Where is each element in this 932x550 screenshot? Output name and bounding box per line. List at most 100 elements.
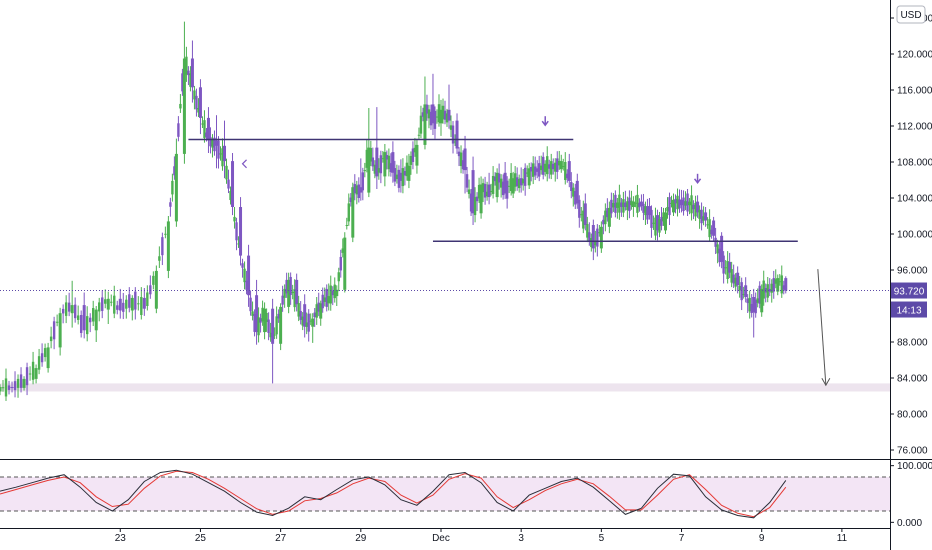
candle (575, 173, 579, 209)
time-axis[interactable]: 23 25 27 29 Dec 3 5 7 9 11 (0, 528, 890, 544)
candle-body (538, 163, 541, 177)
y-tick-label: 88.000 (897, 338, 928, 349)
candle-body (548, 164, 551, 169)
candle (503, 162, 507, 199)
candle-body (489, 191, 493, 193)
candle-body (239, 207, 243, 256)
candle-body (505, 180, 509, 199)
candle-body (267, 319, 270, 333)
candle (4, 368, 8, 401)
candle-body (205, 132, 208, 138)
candle (383, 144, 387, 187)
candle-body (481, 183, 485, 193)
y-tick-label: 120.000 (897, 50, 932, 61)
candle (604, 203, 607, 232)
candle-body (534, 166, 537, 176)
candle (459, 145, 463, 174)
candle (415, 138, 419, 174)
candle (94, 306, 98, 342)
candle-body (275, 316, 278, 335)
currency-label-box[interactable]: USD (896, 5, 926, 24)
candle-body (181, 73, 184, 92)
candle (379, 150, 383, 184)
candle-body (497, 173, 501, 183)
candle (315, 297, 318, 325)
candle-body (25, 367, 29, 386)
candle-body (612, 202, 615, 208)
candle (499, 174, 503, 198)
candle-body (513, 173, 517, 187)
candle (1, 380, 5, 392)
candle (658, 211, 661, 238)
candle-body (283, 288, 286, 298)
candle (253, 309, 256, 337)
y-tick-label: 100.000 (897, 230, 932, 241)
candle (694, 195, 697, 221)
candle (307, 309, 310, 342)
candle (331, 286, 334, 306)
y-tick-label: 80.000 (897, 410, 928, 421)
candle (582, 200, 585, 234)
candle-body (724, 267, 727, 269)
candle-body (467, 189, 471, 194)
candle-body (700, 209, 703, 224)
stochastic-d-line (0, 470, 787, 518)
candle-body (279, 306, 283, 344)
candle (455, 113, 459, 154)
y-tick-label: 84.000 (897, 374, 928, 385)
candle-body (0, 387, 2, 392)
candle (214, 115, 218, 169)
stochastic-pane (0, 469, 890, 519)
candle (610, 192, 613, 218)
candle-body (531, 163, 535, 177)
candle-body (559, 161, 563, 170)
candle (738, 276, 741, 298)
candle (567, 153, 571, 188)
projection-line[interactable] (817, 269, 827, 386)
candle-body (501, 181, 505, 196)
candle (31, 351, 35, 385)
candle-body (670, 202, 673, 204)
candle-body (429, 111, 433, 126)
candle (411, 141, 415, 170)
candle (329, 275, 332, 311)
candle (655, 209, 659, 241)
price-axis[interactable]: 124.000120.000116.000112.000108.000104.0… (890, 14, 932, 457)
candle (407, 153, 411, 189)
candle-body (235, 222, 238, 241)
candle-body (602, 219, 605, 225)
candle (347, 193, 350, 226)
candle (752, 288, 756, 338)
candle-body (644, 206, 647, 216)
candle-body (381, 158, 385, 160)
candle (335, 285, 339, 306)
candle (680, 189, 684, 213)
candle-body (201, 123, 204, 125)
candle (393, 160, 397, 187)
candle (483, 176, 487, 205)
stoch-tick-label: 100.000 (897, 461, 932, 472)
candle-body (125, 299, 128, 309)
candle (166, 216, 170, 279)
candle (261, 300, 264, 326)
candle (542, 152, 545, 180)
candle-body (55, 321, 59, 323)
candle-body (591, 225, 595, 249)
candle-body (146, 292, 149, 306)
candle-body (154, 270, 158, 309)
candle (716, 239, 719, 264)
candle (295, 273, 299, 312)
candle (349, 193, 352, 207)
candle (728, 252, 732, 279)
candle (195, 88, 198, 117)
candle (750, 294, 753, 318)
x-tick-label: 3 (518, 533, 524, 544)
candle-body (89, 317, 92, 323)
candle (724, 260, 727, 275)
candle (628, 190, 631, 219)
candle-body (435, 116, 439, 118)
candle (443, 100, 447, 125)
candle (351, 182, 355, 243)
candle-body (423, 104, 427, 145)
candle-body (668, 197, 671, 216)
